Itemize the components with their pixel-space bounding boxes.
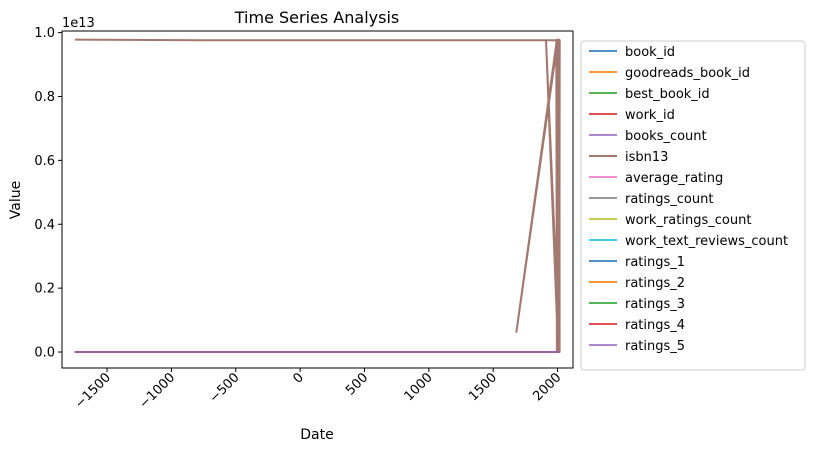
- legend-label: average_rating: [625, 171, 723, 186]
- y-axis-ticks: 0.0 0.2 0.4 0.6 0.8 1.0: [34, 26, 62, 361]
- legend-label: work_id: [625, 108, 675, 123]
- x-tick-label: 1000: [402, 370, 436, 404]
- y-tick-label: 1.0: [34, 26, 55, 41]
- chart-title: Time Series Analysis: [234, 8, 399, 27]
- legend-label: isbn13: [625, 150, 668, 165]
- legend-label: ratings_count: [625, 192, 713, 207]
- x-tick-label: 500: [343, 370, 371, 398]
- plot-lines: [74, 38, 561, 353]
- plot-frame: [61, 30, 574, 369]
- y-tick-label: 0.2: [34, 282, 55, 297]
- legend-label: best_book_id: [625, 87, 710, 102]
- legend-label: book_id: [625, 45, 675, 60]
- legend-label: ratings_3: [625, 297, 685, 312]
- legend-label: books_count: [625, 129, 707, 144]
- x-axis-ticks: −1500 −1000 −500 0 500 1000 1500 2000: [72, 368, 564, 412]
- legend-label: ratings_1: [625, 255, 685, 270]
- x-tick-label: −500: [207, 370, 243, 406]
- y-tick-label: 0.8: [34, 90, 55, 105]
- y-tick-label: 0.6: [34, 154, 55, 169]
- legend-label: ratings_4: [625, 318, 685, 333]
- legend-label: work_ratings_count: [625, 213, 751, 228]
- y-tick-label: 0.4: [34, 218, 55, 233]
- legend-label: goodreads_book_id: [625, 66, 750, 81]
- x-tick-label: −1000: [137, 370, 179, 412]
- x-tick-label: 1500: [466, 370, 500, 404]
- legend-box: [580, 40, 806, 371]
- x-tick-label: 0: [290, 370, 306, 386]
- legend-label: ratings_2: [625, 276, 685, 291]
- x-tick-label: 2000: [530, 370, 564, 404]
- y-offset-label: 1e13: [62, 16, 95, 31]
- legend-label: ratings_5: [625, 339, 685, 354]
- legend-label: work_text_reviews_count: [625, 234, 788, 249]
- series-line-isbn13: [74, 38, 561, 353]
- y-tick-label: 0.0: [34, 346, 55, 361]
- x-axis-label: Date: [300, 427, 333, 443]
- legend: book_id goodreads_book_id best_book_idwork…: [580, 40, 806, 371]
- y-axis-label: Value: [8, 181, 24, 219]
- x-tick-label: −1500: [72, 370, 114, 412]
